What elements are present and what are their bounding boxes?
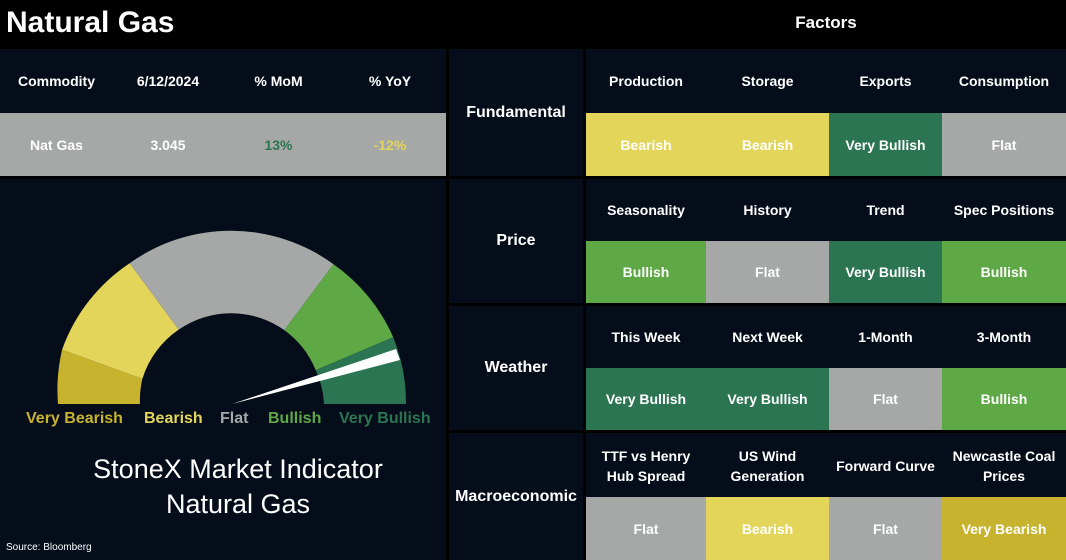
category-macroeconomic: Macroeconomic [449,433,583,560]
status-consumption: Flat [942,113,1066,176]
status-us-wind-generation: Bearish [706,497,829,560]
factor-this-week: This Week [611,329,681,345]
category-label-weather: Weather [484,359,548,376]
status-ttf-henry-hub-spread: Flat [586,497,706,560]
factor-newcastle-coal-prices: Newcastle Coal Prices [952,448,1056,484]
commodity-table: Commodity 6/12/2024 % MoM % YoY Nat Gas … [0,49,446,176]
factors-weather: This Week Next Week 1-Month 3-Month Very… [586,306,1066,430]
status-history: Flat [706,241,829,303]
status-forward-curve: Flat [829,497,942,560]
status-1-month: Flat [829,368,942,430]
gauge-segment-very-bearish [57,349,143,404]
status-storage: Bearish [706,113,829,176]
gauge-label-very-bullish: Very Bullish [339,410,431,427]
factor-production: Production [609,73,683,89]
factor-3-month: 3-Month [976,329,1032,345]
factor-seasonality: Seasonality [607,202,685,218]
factor-exports: Exports [859,73,912,89]
cell-mom: 13% [264,136,293,153]
category-label-fundamental: Fundamental [466,103,566,121]
category-label-price: Price [496,232,536,249]
category-label-macroeconomic: Macroeconomic [455,487,577,505]
factor-storage: Storage [741,73,794,89]
factor-trend: Trend [866,202,905,218]
gauge-label-very-bearish: Very Bearish [26,410,123,427]
header-mom: % MoM [254,72,303,89]
status-newcastle-coal-prices: Very Bearish [942,497,1066,560]
gauge-label-bearish: Bearish [144,410,203,427]
header-date: 6/12/2024 [136,72,200,89]
cell-commodity: Nat Gas [30,136,83,153]
page-title: Natural Gas [6,6,175,39]
factor-next-week: Next Week [732,329,803,345]
factors-price: Seasonality History Trend Spec Positions… [586,179,1066,303]
factor-history: History [743,202,792,218]
indicator-title: StoneX Market Indicator Natural Gas [0,452,476,522]
header-commodity: Commodity [18,72,95,89]
factor-us-wind-generation: US Wind Generation [730,448,805,484]
header-yoy: % YoY [368,72,412,89]
status-exports: Very Bullish [829,113,942,176]
gauge-segment-flat [129,230,334,331]
factors-macroeconomic: TTF vs Henry Hub Spread US Wind Generati… [586,433,1066,560]
gauge-segment-bearish [62,263,179,379]
factor-1-month: 1-Month [858,329,913,345]
gauge-segment-bullish [284,264,394,371]
table-row: Nat Gas 3.045 13% -12% [0,113,446,176]
status-spec-positions: Bullish [942,241,1066,303]
status-3-month: Bullish [942,368,1066,430]
cell-yoy: -12% [373,136,407,153]
factor-consumption: Consumption [958,73,1050,89]
status-this-week: Very Bullish [586,368,706,430]
factor-spec-positions: Spec Positions [953,202,1055,218]
category-fundamental: Fundamental [449,49,583,176]
gauge-label-bullish: Bullish [268,410,322,427]
category-weather: Weather [449,306,583,430]
status-seasonality: Bullish [586,241,706,303]
gauge-chart [57,230,407,404]
gauge-needle [232,349,400,404]
source-note: Source: Bloomberg [6,542,92,553]
indicator-title-line2: Natural Gas [165,489,311,519]
factors-title: Factors [795,13,857,32]
factor-forward-curve: Forward Curve [836,458,935,474]
factors-fundamental: Production Storage Exports Consumption B… [586,49,1066,176]
category-price: Price [449,179,583,303]
cell-price: 3.045 [150,136,186,153]
gauge-label-flat: Flat [220,410,249,427]
status-trend: Very Bullish [829,241,942,303]
factor-ttf-henry-hub-spread: TTF vs Henry Hub Spread [601,448,691,484]
status-production: Bearish [586,113,706,176]
indicator-title-line1: StoneX Market Indicator [93,454,383,484]
status-next-week: Very Bullish [706,368,829,430]
